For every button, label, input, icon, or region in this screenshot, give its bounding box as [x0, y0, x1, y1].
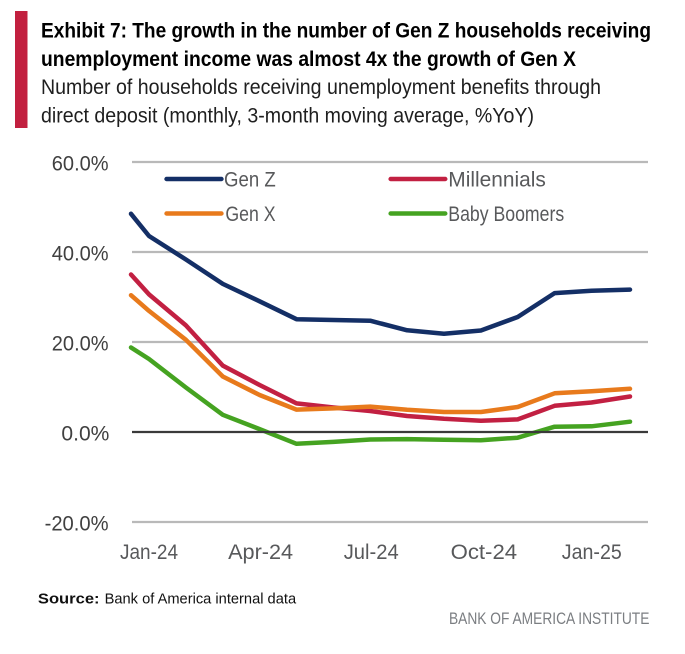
svg-text:unemployment income was almost: unemployment income was almost 4x the gr… — [41, 48, 576, 71]
svg-text:Gen Z: Gen Z — [224, 169, 276, 192]
svg-text:Apr-24: Apr-24 — [228, 541, 293, 564]
svg-text:Number of households receiving: Number of households receiving unemploym… — [41, 76, 601, 99]
svg-text:Gen X: Gen X — [225, 203, 275, 226]
svg-text:Oct-24: Oct-24 — [451, 541, 518, 564]
svg-text:BANK OF AMERICA INSTITUTE: BANK OF AMERICA INSTITUTE — [449, 610, 650, 628]
svg-text:Bank of America internal data: Bank of America internal data — [105, 591, 297, 607]
svg-text:Baby Boomers: Baby Boomers — [448, 203, 564, 226]
svg-text:20.0%: 20.0% — [52, 332, 109, 355]
svg-text:0.0%: 0.0% — [61, 422, 109, 445]
svg-text:40.0%: 40.0% — [52, 242, 109, 265]
svg-text:Jan-24: Jan-24 — [120, 541, 178, 564]
svg-text:Jan-25: Jan-25 — [562, 541, 622, 564]
svg-text:Jul-24: Jul-24 — [344, 541, 399, 564]
svg-text:Millennials: Millennials — [448, 169, 546, 192]
svg-text:Source:: Source: — [38, 591, 100, 607]
svg-text:direct deposit (monthly, 3-mon: direct deposit (monthly, 3-month moving … — [41, 104, 534, 127]
svg-text:Exhibit 7: The growth in the n: Exhibit 7: The growth in the number of G… — [41, 20, 651, 43]
svg-text:60.0%: 60.0% — [52, 152, 109, 175]
svg-text:-20.0%: -20.0% — [45, 512, 109, 535]
